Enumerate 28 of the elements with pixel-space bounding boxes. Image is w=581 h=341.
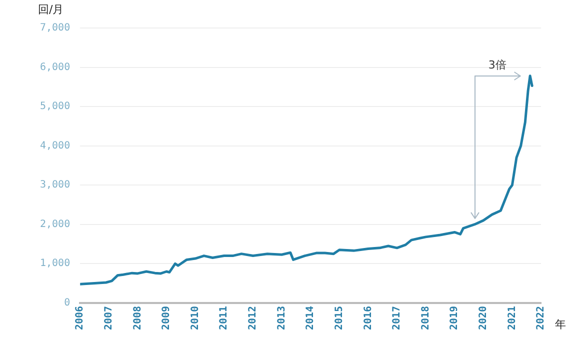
x-tick-label: 2008 [132, 306, 144, 330]
y-tick-label: 0 [64, 298, 70, 309]
x-tick-label: 2010 [190, 306, 201, 330]
x-tick-label: 2019 [449, 306, 460, 330]
x-tick-label: 2021 [506, 306, 518, 330]
x-tick-label: 2007 [104, 306, 114, 330]
x-tick-label: 2015 [334, 306, 345, 330]
x-tick-label: 2006 [74, 306, 86, 330]
annotation: 3倍 [488, 58, 506, 72]
y-tick-label: 2,000 [40, 218, 70, 230]
y-tick-label: 4,000 [40, 140, 70, 152]
x-tick-label: 2018 [420, 306, 432, 330]
x-tick-label: 2016 [362, 306, 374, 330]
y-tick-label: 6,000 [40, 62, 70, 73]
x-tick-label: 2022 [536, 306, 547, 330]
x-tick-label: 2013 [276, 306, 288, 330]
y-tick-label: 3,000 [40, 180, 70, 191]
y-tick-label: 5,000 [40, 101, 70, 112]
y-tick-label: 1,000 [40, 258, 70, 270]
x-tick-label: 2014 [305, 306, 316, 330]
y-axis-title: 回/月 [38, 2, 64, 16]
x-tick-label: 2011 [218, 306, 230, 330]
x-axis-title: 年 [555, 318, 566, 331]
x-tick-label: 2017 [392, 306, 403, 330]
x-tick-label: 2009 [161, 306, 172, 330]
y-tick-label: 7,000 [40, 22, 70, 34]
x-tick-label: 2020 [478, 306, 489, 330]
x-tick-label: 2012 [248, 306, 259, 330]
